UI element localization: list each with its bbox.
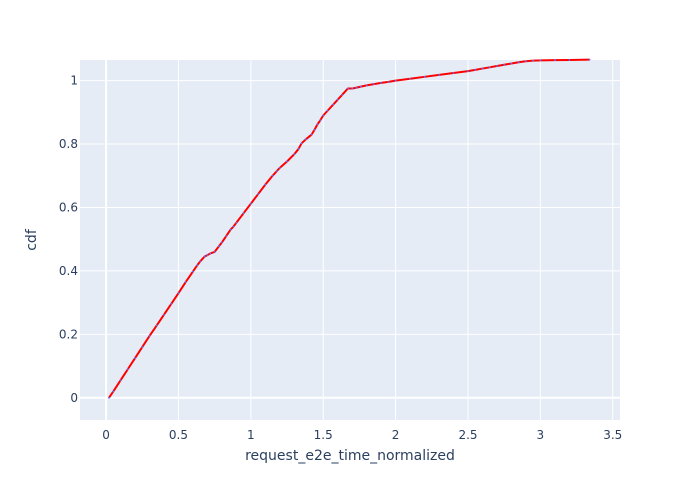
cdf-data-point <box>271 174 274 177</box>
cdf-data-point <box>372 83 375 86</box>
cdf-data-point <box>316 123 319 126</box>
cdf-data-point <box>220 241 223 244</box>
cdf-data-point <box>409 77 411 80</box>
cdf-data-point <box>206 254 209 256</box>
cdf-data-point <box>310 133 313 136</box>
cdf-data-point <box>229 228 232 231</box>
cdf-data-point <box>346 87 349 90</box>
cdf-data-point <box>192 270 194 273</box>
cdf-data-point <box>155 324 158 327</box>
cdf-data-point <box>278 166 281 169</box>
y-tick-label: 0 <box>70 391 78 405</box>
y-tick-label: 0.6 <box>59 200 78 214</box>
cdf-data-point <box>293 153 296 156</box>
cdf-data-point <box>319 119 322 122</box>
cdf-data-point <box>380 81 383 84</box>
cdf-data-point <box>474 68 477 71</box>
y-tick-label: 0.4 <box>59 264 78 278</box>
cdf-data-point <box>126 368 129 371</box>
cdf-data-point <box>196 264 199 267</box>
cdf-data-point <box>359 85 362 88</box>
cdf-data-point <box>300 142 303 145</box>
y-tick-label: 0.2 <box>59 327 78 341</box>
cdf-data-point <box>438 74 440 76</box>
cdf-data-point <box>355 86 358 89</box>
cdf-data-point <box>481 67 484 70</box>
cdf-data-point <box>225 235 228 237</box>
cdf-data-point <box>257 193 259 196</box>
cdf-data-point <box>264 183 267 186</box>
cdf-data-point <box>539 59 542 62</box>
cdf-data-point <box>119 379 122 382</box>
cdf-data-point <box>524 60 527 63</box>
cdf-data-point <box>568 59 571 61</box>
y-tick-label: 0.8 <box>59 137 78 151</box>
x-tick-label: 2 <box>392 428 400 442</box>
cdf-data-point <box>286 160 288 163</box>
x-tick-label: 2.5 <box>458 428 477 442</box>
cdf-data-point <box>275 170 278 172</box>
cdf-data-point <box>588 58 591 61</box>
x-tick-label: 3 <box>537 428 545 442</box>
y-axis-title: cdf <box>24 228 40 251</box>
cdf-data-point <box>108 396 110 399</box>
x-tick-label: 3.5 <box>603 428 622 442</box>
cdf-data-point <box>365 84 368 87</box>
cdf-data-point <box>341 93 343 96</box>
cdf-data-point <box>452 72 455 74</box>
x-axis-title: request_e2e_time_normalized <box>245 448 455 464</box>
cdf-data-point <box>141 346 144 348</box>
cdf-data-point <box>184 281 187 283</box>
cdf-data-point <box>163 313 165 316</box>
cdf-data-point <box>177 292 180 295</box>
cdf-data-point <box>387 80 390 83</box>
cdf-data-point <box>242 212 245 215</box>
cdf-data-point <box>517 61 520 64</box>
cdf-data-point <box>532 59 535 62</box>
cdf-data-point <box>148 335 151 337</box>
cdf-data-point <box>170 303 173 305</box>
cdf-data-point <box>203 255 206 258</box>
cdf-data-point <box>423 75 426 78</box>
cdf-data-point <box>394 79 397 82</box>
cdf-data-point <box>232 225 235 228</box>
cdf-data-point <box>199 260 202 263</box>
y-axis-ticks: 0 0.2 0.4 0.6 0.8 1 <box>59 74 78 405</box>
cdf-data-point <box>351 87 354 90</box>
y-tick-label: 1 <box>70 74 78 88</box>
cdf-data-point <box>332 103 335 106</box>
cdf-data-point <box>313 128 316 131</box>
cdf-data-point <box>326 109 329 112</box>
cdf-data-point <box>235 221 238 224</box>
x-tick-label: 1 <box>247 428 255 442</box>
cdf-data-point <box>134 357 136 360</box>
cdf-data-point <box>503 63 506 66</box>
series-layer <box>108 58 591 399</box>
x-tick-label: 0.5 <box>169 428 188 442</box>
cdf-data-point <box>213 250 216 253</box>
cdf-data-point <box>496 65 498 67</box>
cdf-data-point <box>209 252 212 255</box>
cdf-data-point <box>553 59 556 62</box>
cdf-data-point <box>467 70 469 73</box>
cdf-data-point <box>510 62 513 65</box>
cdf-data-point <box>304 138 307 141</box>
cdf-data-point <box>218 245 220 248</box>
grid-lines <box>80 60 620 420</box>
plot-area <box>80 60 620 420</box>
cdf-data-point <box>488 66 491 69</box>
cdf-data-point <box>336 98 339 101</box>
x-axis-ticks: 0 0.5 1 1.5 2 2.5 3 3.5 <box>102 428 622 442</box>
cdf-data-point <box>112 390 115 393</box>
x-tick-label: 0 <box>102 428 110 442</box>
cdf-data-point <box>249 202 252 205</box>
x-tick-label: 1.5 <box>314 428 333 442</box>
cdf-data-point <box>297 147 300 150</box>
cdf-data-point <box>322 114 325 117</box>
